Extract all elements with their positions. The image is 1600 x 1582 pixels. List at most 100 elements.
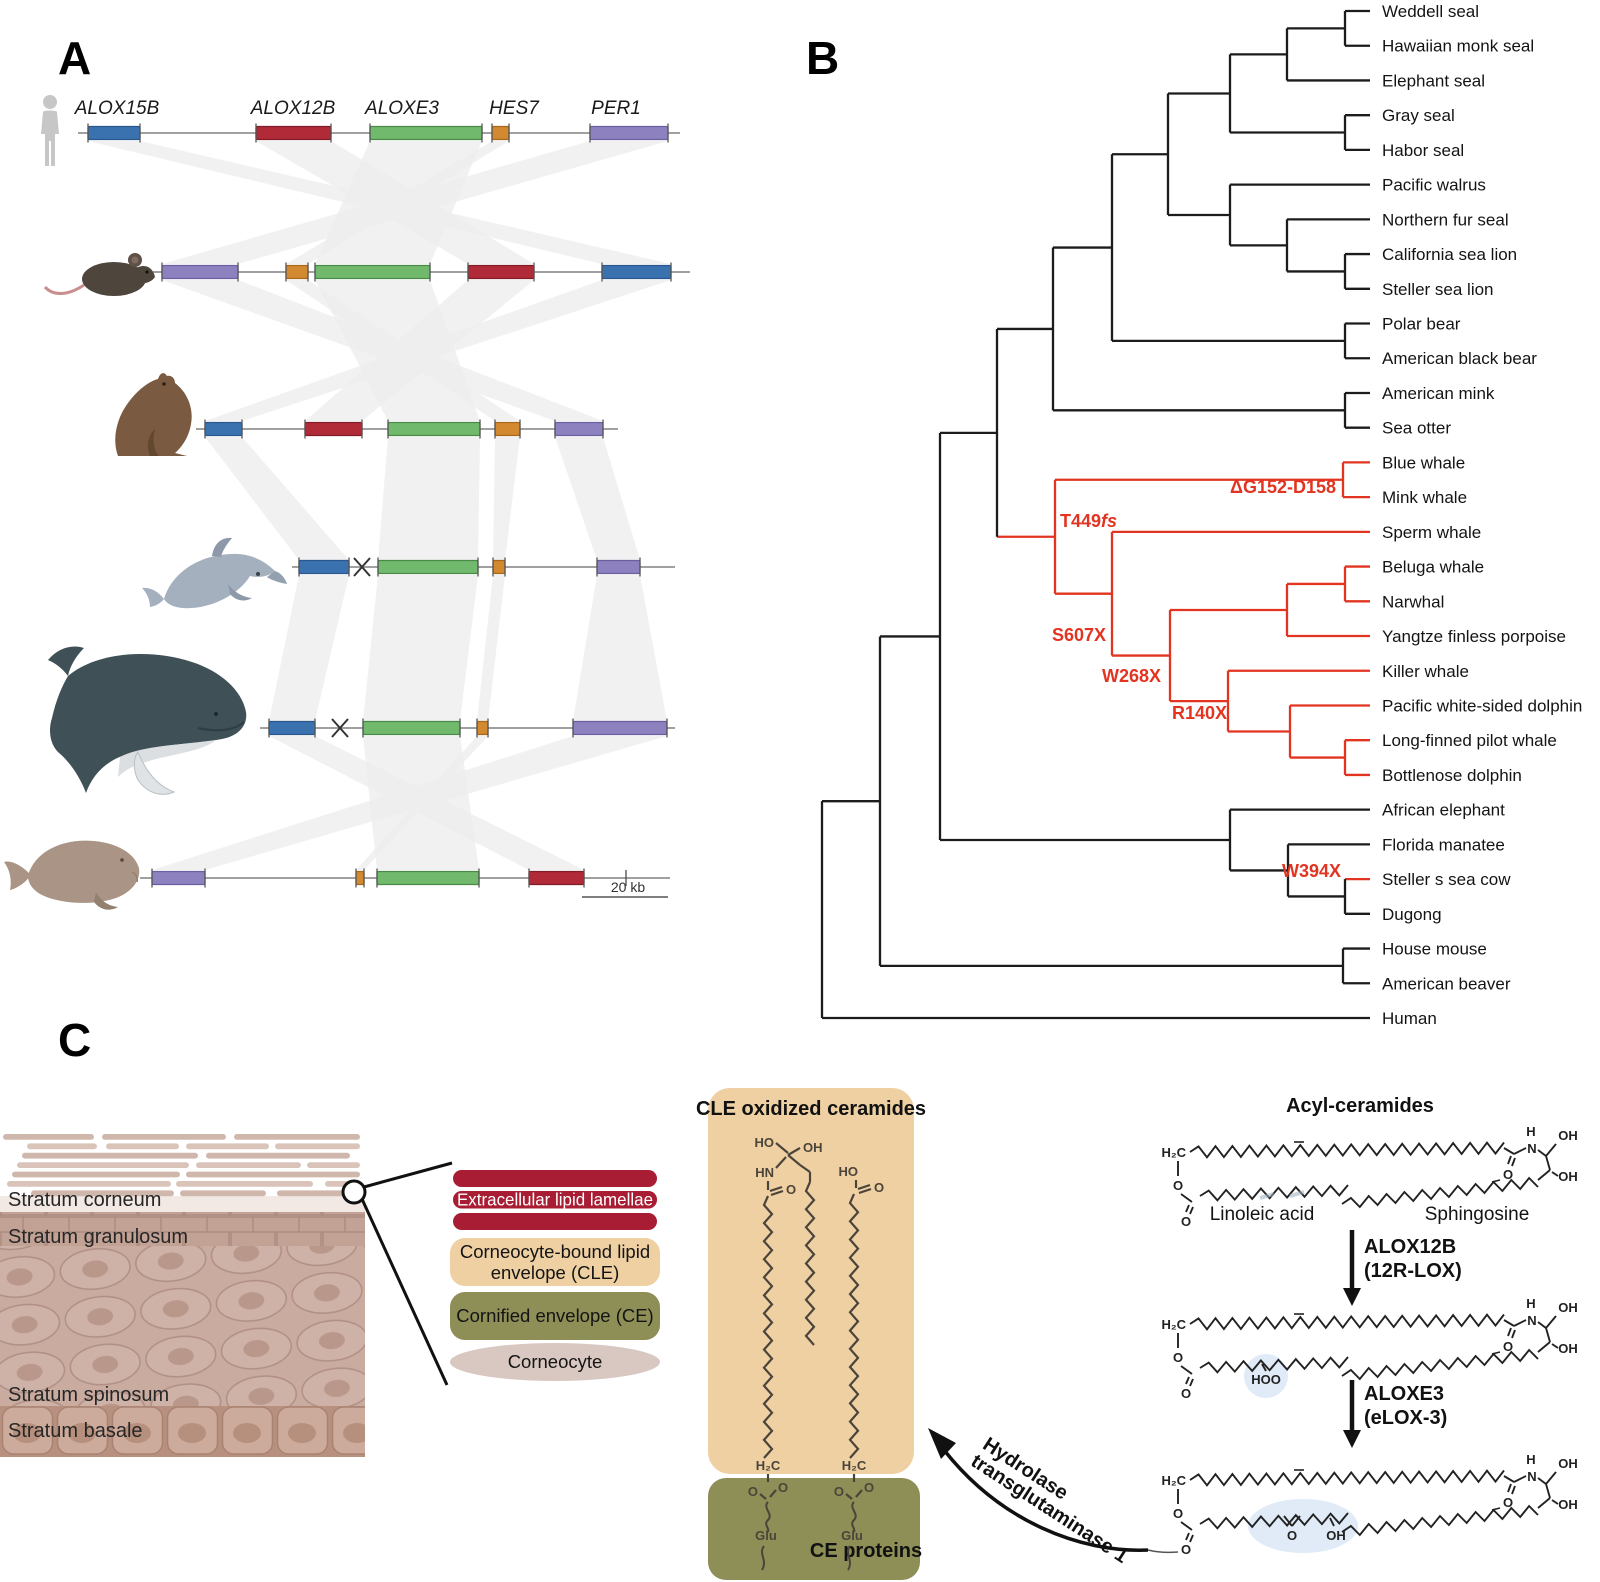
svg-text:O: O — [874, 1180, 884, 1195]
svg-text:H₂C: H₂C — [1161, 1473, 1186, 1488]
gene-box-red — [304, 421, 363, 437]
svg-text:H₂C: H₂C — [842, 1458, 867, 1473]
panel-a-letter: A — [58, 32, 91, 84]
svg-text:OH: OH — [1558, 1300, 1578, 1315]
gene-box-orange — [492, 559, 506, 575]
stratum-basale-texture — [0, 1406, 365, 1457]
synteny-ribbon — [555, 437, 640, 560]
lipid-lamella-bar — [453, 1170, 657, 1187]
sea-lion-icon — [115, 373, 192, 456]
gene-box-green — [314, 264, 431, 280]
svg-text:O: O — [778, 1480, 788, 1495]
species-label: Bottlenose dolphin — [1382, 766, 1522, 785]
gene-name-label: ALOXE3 — [364, 98, 439, 119]
species-label: African elephant — [1382, 801, 1505, 820]
gene-box-purple — [161, 264, 239, 280]
species-label: Long-finned pilot whale — [1382, 731, 1557, 750]
species-label: American black bear — [1382, 349, 1537, 368]
svg-text:O: O — [1503, 1167, 1513, 1182]
hydrolase-label-line2: transglutaminase 1 — [967, 1450, 1132, 1568]
species-label: Narwhal — [1382, 592, 1444, 611]
gene-box-red — [528, 870, 585, 886]
cle-ceramide-panel: CLE oxidized ceramides CE proteins HO OHH… — [696, 1088, 1179, 1580]
species-label: Human — [1382, 1009, 1437, 1028]
cle-ceramide-structures: HO OH HN O HO O H₂C H₂C O O Glu O O Glu — [748, 1135, 884, 1571]
species-label: California sea lion — [1382, 245, 1517, 264]
svg-text:OH: OH — [1558, 1341, 1578, 1356]
svg-text:O: O — [1503, 1339, 1513, 1354]
svg-text:OH: OH — [1326, 1528, 1346, 1543]
ce-label: Cornified envelope (CE) — [456, 1305, 653, 1326]
synteny-ribbon — [205, 437, 349, 560]
gene-name-label: HES7 — [489, 98, 540, 119]
stratum-granulosum-label: Stratum granulosum — [8, 1226, 188, 1248]
svg-text:O: O — [748, 1484, 758, 1499]
svg-text:O: O — [1181, 1214, 1191, 1229]
stratum-basale-label: Stratum basale — [8, 1420, 143, 1442]
synteny-ribbon — [493, 437, 520, 560]
gene-box-purple — [596, 559, 641, 575]
svg-text:H: H — [1526, 1452, 1535, 1467]
cle-oxidized-box — [708, 1088, 914, 1474]
mutation-label: ΔG152-D158 — [1230, 477, 1336, 497]
human-icon — [41, 95, 59, 166]
synteny-row-dolphin — [142, 537, 675, 609]
cle-label-line1: Corneocyte-bound lipid — [460, 1241, 650, 1262]
stratum-spinosum-label: Stratum spinosum — [8, 1384, 169, 1406]
panel-b-phylogeny: Weddell seal Hawaiian monk seal Elephant s… — [820, 2, 1582, 1028]
whale-icon — [48, 646, 247, 795]
svg-text:N: N — [1527, 1469, 1536, 1484]
species-label: Pacific walrus — [1382, 176, 1486, 195]
svg-text:HN: HN — [755, 1165, 774, 1180]
panel-b-letter: B — [806, 32, 839, 84]
svg-text:N: N — [1527, 1141, 1536, 1156]
svg-text:N: N — [1527, 1313, 1536, 1328]
species-label: Beluga whale — [1382, 558, 1484, 577]
linoleic-acid-label: Linoleic acid — [1210, 1204, 1315, 1225]
mouse-icon — [43, 253, 155, 296]
alox12b-label: ALOX12B — [1364, 1236, 1456, 1258]
sphingosine-label: Sphingosine — [1425, 1204, 1530, 1225]
svg-text:H₂C: H₂C — [1161, 1145, 1186, 1160]
gene-name-label: ALOX15B — [74, 98, 160, 119]
gene-name-label: PER1 — [591, 98, 641, 119]
svg-text:O: O — [1503, 1495, 1513, 1510]
svg-text:O: O — [1287, 1528, 1297, 1543]
lipid-lamella-bar — [453, 1191, 657, 1209]
ce-proteins-box — [708, 1478, 920, 1580]
svg-text:O: O — [864, 1480, 874, 1495]
svg-text:OH: OH — [1558, 1497, 1578, 1512]
gene-box-green — [376, 870, 480, 886]
synteny-ribbon — [162, 141, 668, 264]
synteny-row-human — [41, 95, 680, 166]
species-label: American beaver — [1382, 974, 1511, 993]
species-label: Habor seal — [1382, 141, 1464, 160]
svg-text:H₂C: H₂C — [1161, 1317, 1186, 1332]
synteny-ribbon — [205, 280, 671, 421]
species-label: Sperm whale — [1382, 523, 1481, 542]
species-label: Steller s sea cow — [1382, 870, 1511, 889]
gene-box-orange — [355, 870, 365, 886]
aloxe3-alt-label: (eLOX-3) — [1364, 1407, 1447, 1429]
gene-box-purple — [572, 720, 668, 736]
gene-box-orange — [285, 264, 309, 280]
species-label: American mink — [1382, 384, 1495, 403]
species-label: Northern fur seal — [1382, 210, 1509, 229]
panel-c-skin-pathway: Stratum corneum Stratum granulosum Strat… — [0, 1088, 1578, 1580]
gene-box-blue — [601, 264, 672, 280]
svg-text:OH: OH — [1558, 1169, 1578, 1184]
species-label: Blue whale — [1382, 453, 1465, 472]
species-label: Killer whale — [1382, 662, 1469, 681]
gene-box-red — [467, 264, 535, 280]
panel-c-letter: C — [58, 1014, 91, 1066]
mutation-label: W268X — [1102, 666, 1161, 686]
gene-box-green — [377, 559, 479, 575]
svg-text:O: O — [1173, 1350, 1183, 1365]
svg-text:O: O — [786, 1182, 796, 1197]
gene-box-red — [255, 125, 332, 141]
gene-box-purple — [151, 870, 206, 886]
